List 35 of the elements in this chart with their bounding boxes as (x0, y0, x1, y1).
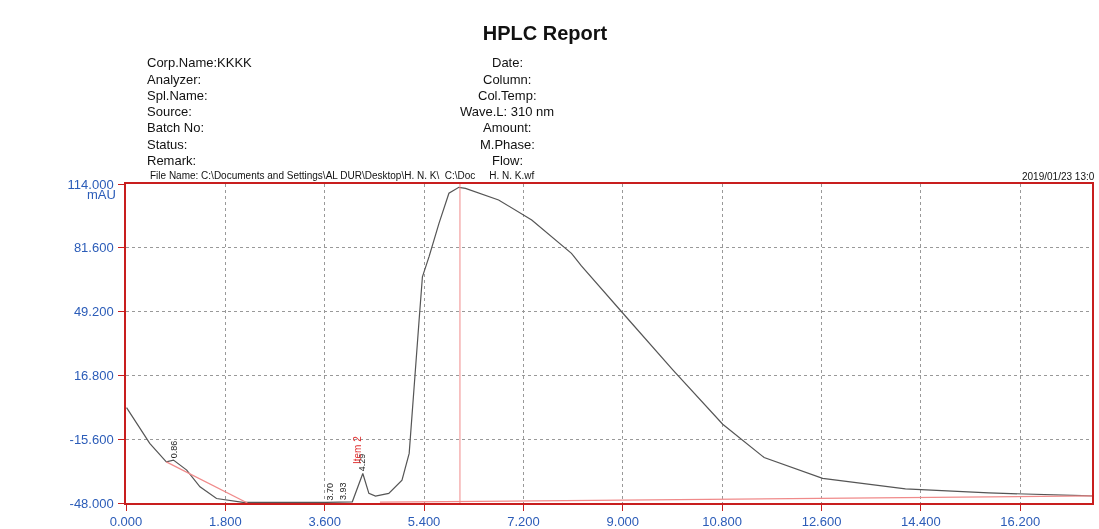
x-tick-label: 0.000 (109, 514, 143, 529)
text: 2019/01/23 13:0 (1022, 171, 1095, 182)
text: Amount: (483, 120, 532, 135)
text: Corp.Name:KKKK (147, 55, 253, 70)
x-tick-label: 3.600 (308, 514, 341, 529)
x-tick-label: 9.000 (606, 514, 640, 529)
text: Date: (492, 55, 524, 70)
text: Status: (147, 137, 188, 152)
annotation: 3.93 (337, 482, 348, 500)
text: Column: (483, 72, 532, 87)
text: M.Phase: (480, 137, 535, 152)
text: Col.Temp: (478, 88, 537, 103)
x-tick-label: 16.200 (1000, 514, 1041, 529)
x-tick-label: 1.800 (209, 514, 242, 529)
y-tick-label: 16.800 (73, 367, 114, 383)
text: Wave.L: 310 nm (460, 104, 555, 119)
text: Batch No: (147, 120, 205, 135)
text: Analyzer: (147, 72, 202, 87)
x-tick-label: 12.600 (801, 514, 842, 529)
text: Flow: (492, 153, 524, 168)
text: Spl.Name: (147, 88, 208, 103)
annotation: 0.86 (168, 440, 179, 459)
annotation: 3.70 (325, 482, 336, 501)
y-tick-label: -48.000 (69, 495, 114, 511)
y-tick-label: 49.200 (73, 304, 114, 320)
text: File Name: C:\Documents and Settings\AL DUR\Desktop\H. N. K\ C:\Doc H. N. K.wf (150, 170, 535, 181)
source-note: Source: (147, 104, 192, 119)
y-tick-label: -15.600 (69, 431, 114, 447)
chart-title: HPLC Report (482, 22, 608, 44)
x-tick-label: 7.200 (507, 514, 540, 529)
text: Remark: (147, 153, 197, 168)
x-tick-label: 5.400 (407, 514, 441, 529)
x-tick-label: 14.400 (901, 514, 941, 529)
x-tick-label: 10.800 (702, 514, 743, 529)
y-tick-label: 81.600 (73, 240, 114, 256)
